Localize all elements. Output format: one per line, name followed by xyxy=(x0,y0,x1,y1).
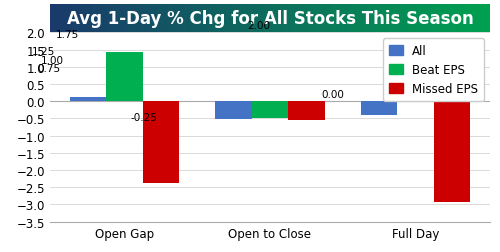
Bar xyxy=(288,102,325,121)
Text: 0.75: 0.75 xyxy=(38,64,60,74)
Text: Avg 1-Day % Chg for All Stocks This Season: Avg 1-Day % Chg for All Stocks This Seas… xyxy=(66,10,474,28)
Bar xyxy=(361,102,398,115)
Bar xyxy=(106,53,142,102)
Bar xyxy=(252,102,288,119)
Bar xyxy=(216,102,252,120)
Text: 1.75: 1.75 xyxy=(56,30,80,40)
Text: 1.00: 1.00 xyxy=(40,55,64,66)
Text: 0.00: 0.00 xyxy=(321,90,344,100)
Legend: All, Beat EPS, Missed EPS: All, Beat EPS, Missed EPS xyxy=(382,39,484,102)
Text: 1.25: 1.25 xyxy=(32,47,54,57)
Text: 2.00: 2.00 xyxy=(247,21,270,31)
Bar xyxy=(398,70,434,102)
Text: -0.25: -0.25 xyxy=(130,112,157,122)
Bar xyxy=(434,102,470,202)
Bar xyxy=(70,97,106,102)
Bar xyxy=(142,102,179,183)
